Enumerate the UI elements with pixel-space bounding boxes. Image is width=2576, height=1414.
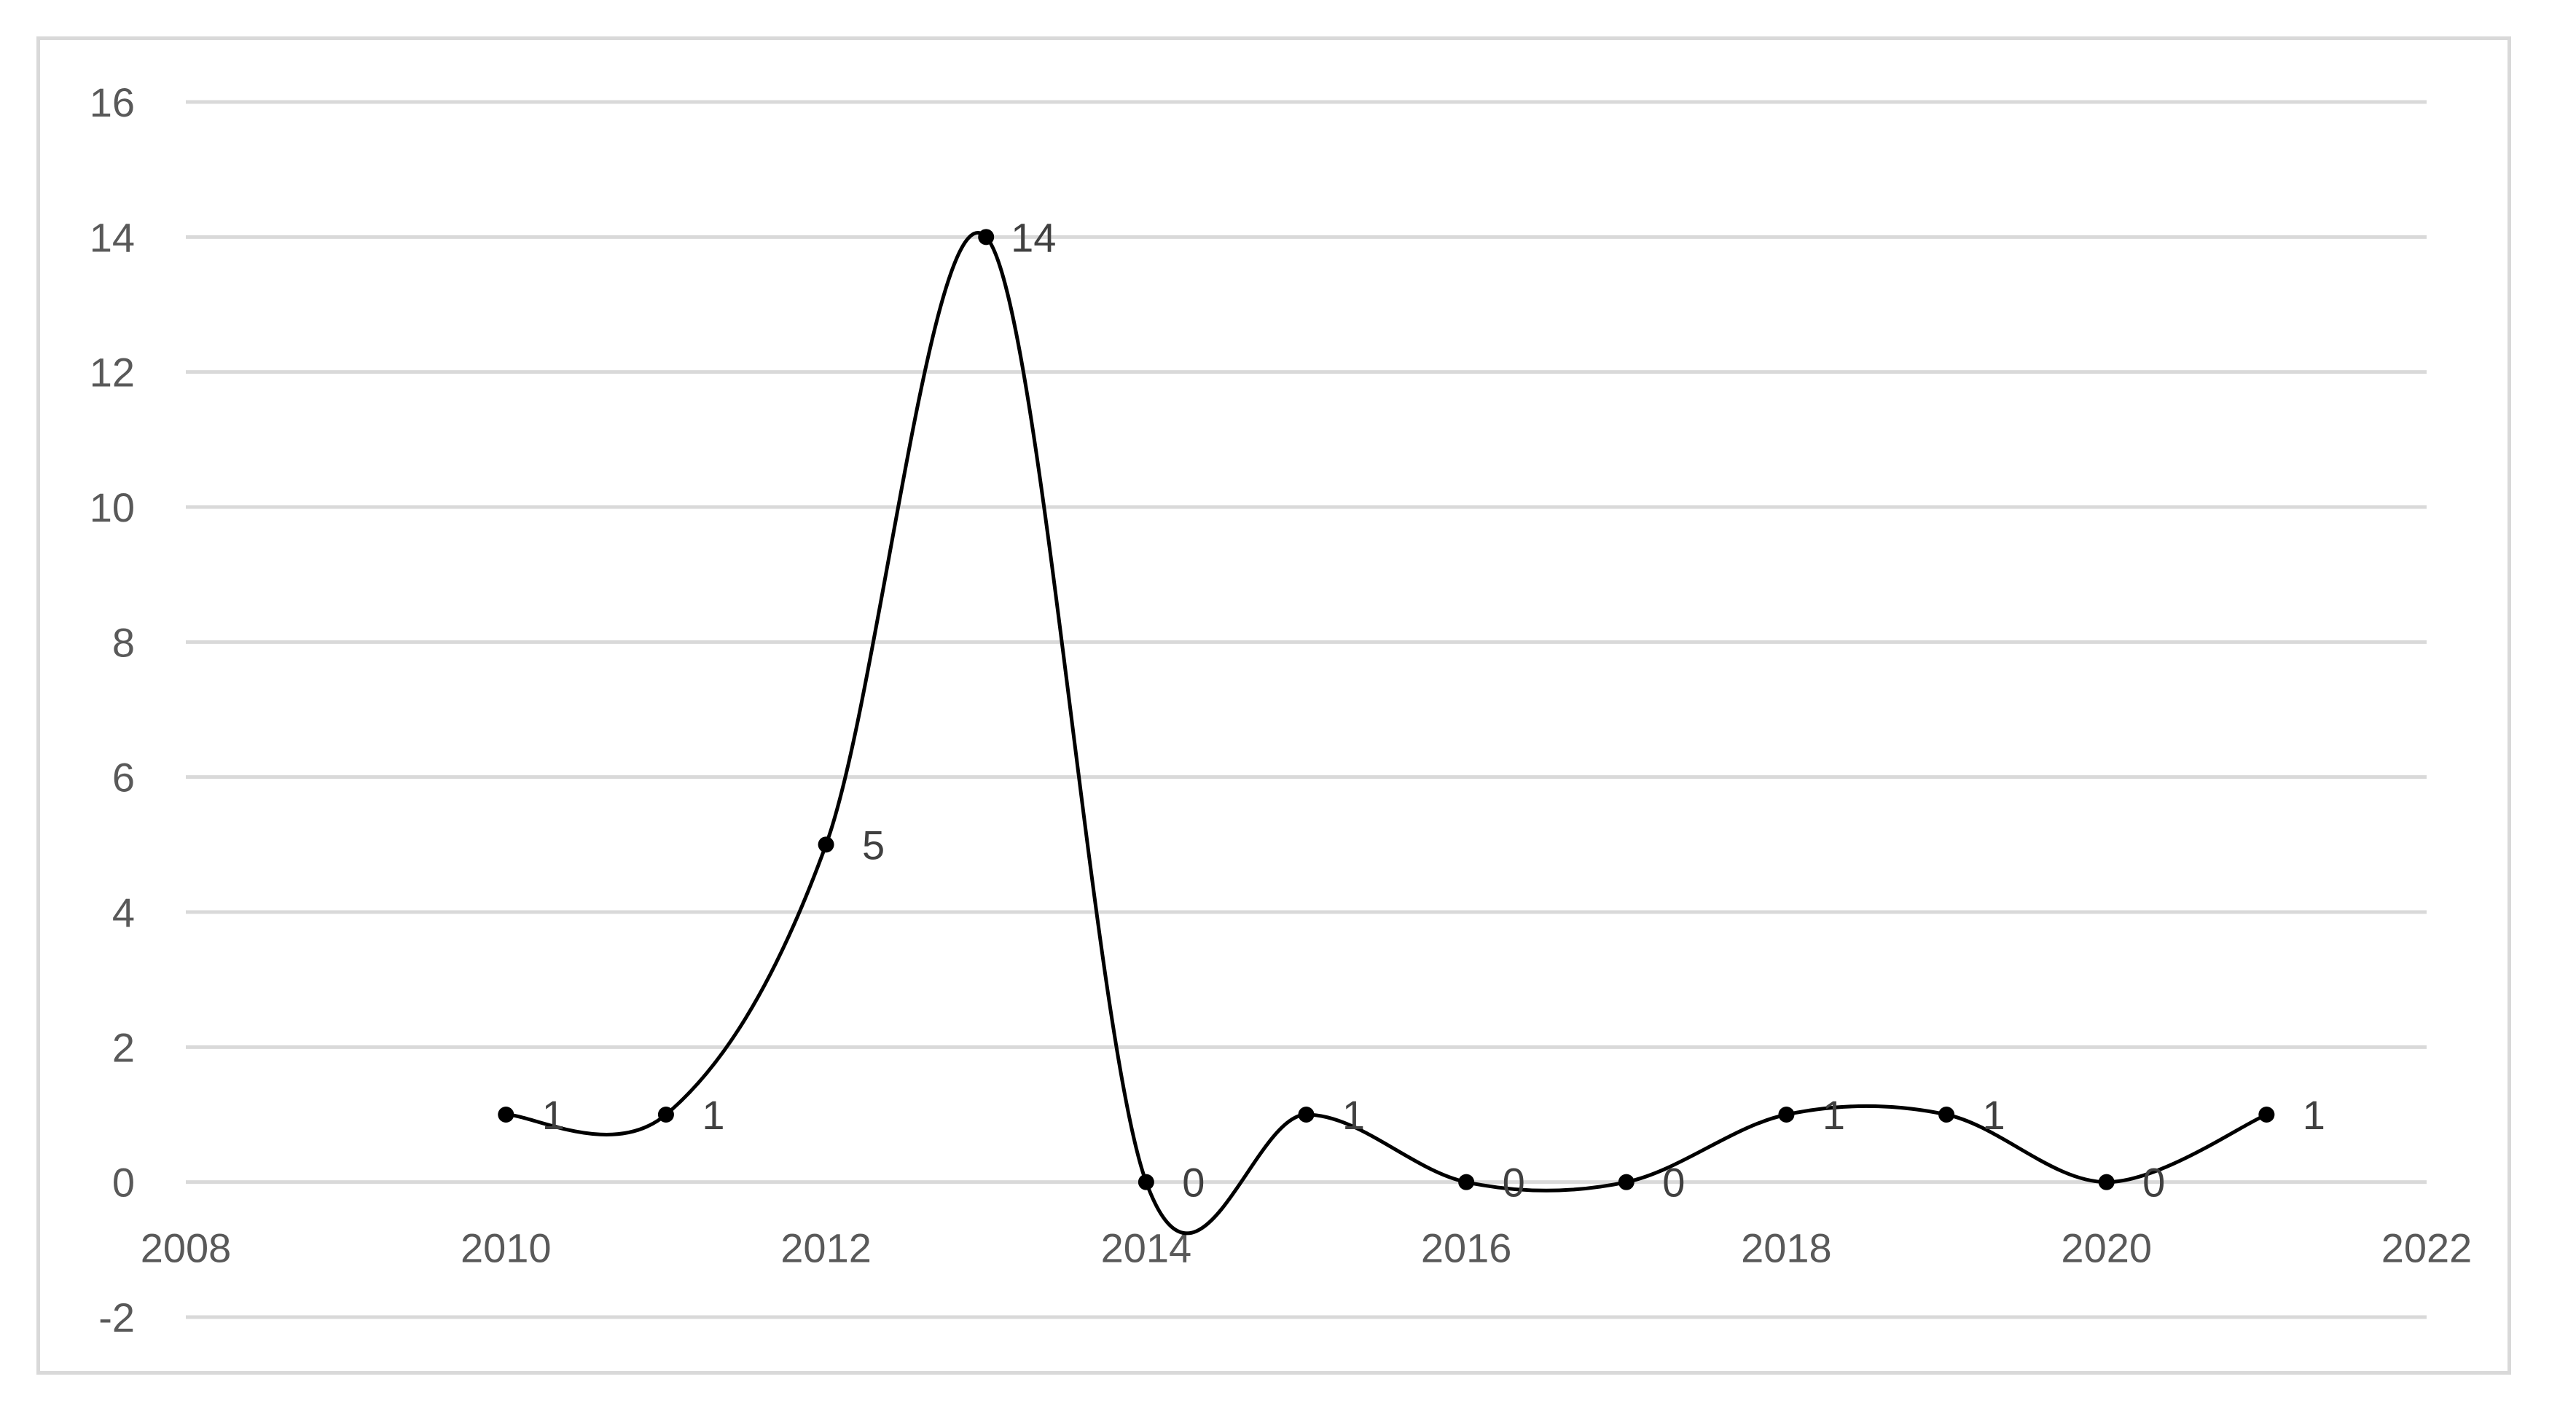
x-tick-label: 2022 bbox=[2381, 1225, 2473, 1271]
data-point[interactable] bbox=[2258, 1107, 2275, 1123]
data-point[interactable] bbox=[2098, 1174, 2115, 1190]
y-tick-label: 2 bbox=[112, 1024, 135, 1070]
data-label: 0 bbox=[1182, 1160, 1205, 1206]
x-tick-label: 2008 bbox=[141, 1225, 232, 1271]
x-tick-label: 2012 bbox=[780, 1225, 872, 1271]
data-label: 0 bbox=[2142, 1160, 2165, 1206]
x-tick-label: 2018 bbox=[1741, 1225, 1832, 1271]
series-line bbox=[504, 231, 2268, 1236]
data-labels: 1 1 5 14 0 1 0 0 1 1 0 1 bbox=[542, 214, 2325, 1205]
y-tick-label: 12 bbox=[90, 350, 135, 396]
data-point[interactable] bbox=[657, 1107, 674, 1123]
y-tick-label: 16 bbox=[90, 79, 135, 125]
y-tick-label: 10 bbox=[90, 484, 135, 530]
data-point[interactable] bbox=[1458, 1174, 1475, 1190]
data-point[interactable] bbox=[1618, 1174, 1635, 1190]
data-label: 1 bbox=[1342, 1092, 1365, 1138]
chart-frame bbox=[36, 36, 2511, 1375]
gridlines bbox=[186, 100, 2427, 1319]
y-tick-label: 8 bbox=[112, 619, 135, 665]
y-tick-label: 6 bbox=[112, 755, 135, 801]
data-label: 1 bbox=[2303, 1092, 2325, 1138]
data-label: 1 bbox=[1982, 1092, 2005, 1138]
series-line-layer bbox=[504, 231, 2268, 1236]
data-label: 0 bbox=[1662, 1160, 1685, 1206]
x-tick-label: 2014 bbox=[1101, 1225, 1192, 1271]
data-point[interactable] bbox=[978, 229, 995, 246]
data-label: 0 bbox=[1503, 1160, 1525, 1206]
data-points bbox=[498, 229, 2275, 1190]
data-label: 1 bbox=[542, 1092, 565, 1138]
data-point[interactable] bbox=[1938, 1107, 1955, 1123]
data-label: 1 bbox=[1823, 1092, 1845, 1138]
data-point[interactable] bbox=[498, 1107, 514, 1123]
data-label: 1 bbox=[702, 1092, 724, 1138]
data-label: 5 bbox=[862, 822, 885, 868]
data-label: 14 bbox=[1011, 214, 1056, 260]
y-tick-label: 0 bbox=[112, 1160, 135, 1206]
y-tick-label: 4 bbox=[112, 889, 135, 935]
y-tick-label: 14 bbox=[90, 214, 135, 260]
data-point[interactable] bbox=[1778, 1107, 1795, 1123]
x-tick-label: 2016 bbox=[1421, 1225, 1512, 1271]
y-tick-label: -2 bbox=[98, 1295, 135, 1340]
data-point[interactable] bbox=[1298, 1107, 1315, 1123]
x-tick-label: 2010 bbox=[461, 1225, 552, 1271]
data-point[interactable] bbox=[818, 836, 834, 853]
data-point[interactable] bbox=[1138, 1174, 1154, 1190]
x-tick-label: 2020 bbox=[2061, 1225, 2152, 1271]
